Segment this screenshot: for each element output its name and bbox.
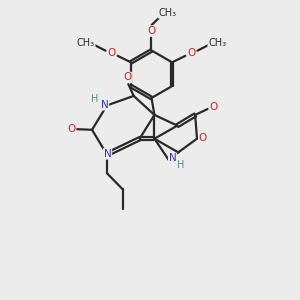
Text: H: H bbox=[177, 160, 184, 170]
Text: H: H bbox=[91, 94, 99, 104]
Text: O: O bbox=[187, 48, 196, 59]
Text: N: N bbox=[103, 149, 111, 159]
Text: O: O bbox=[123, 73, 131, 82]
Text: CH₃: CH₃ bbox=[208, 38, 226, 48]
Text: CH₃: CH₃ bbox=[77, 38, 95, 48]
Text: O: O bbox=[199, 133, 207, 143]
Text: O: O bbox=[147, 26, 156, 36]
Text: O: O bbox=[107, 48, 116, 59]
Text: N: N bbox=[169, 153, 176, 163]
Text: O: O bbox=[209, 102, 218, 112]
Text: CH₃: CH₃ bbox=[159, 8, 177, 18]
Text: O: O bbox=[67, 124, 75, 134]
Text: N: N bbox=[100, 100, 108, 110]
